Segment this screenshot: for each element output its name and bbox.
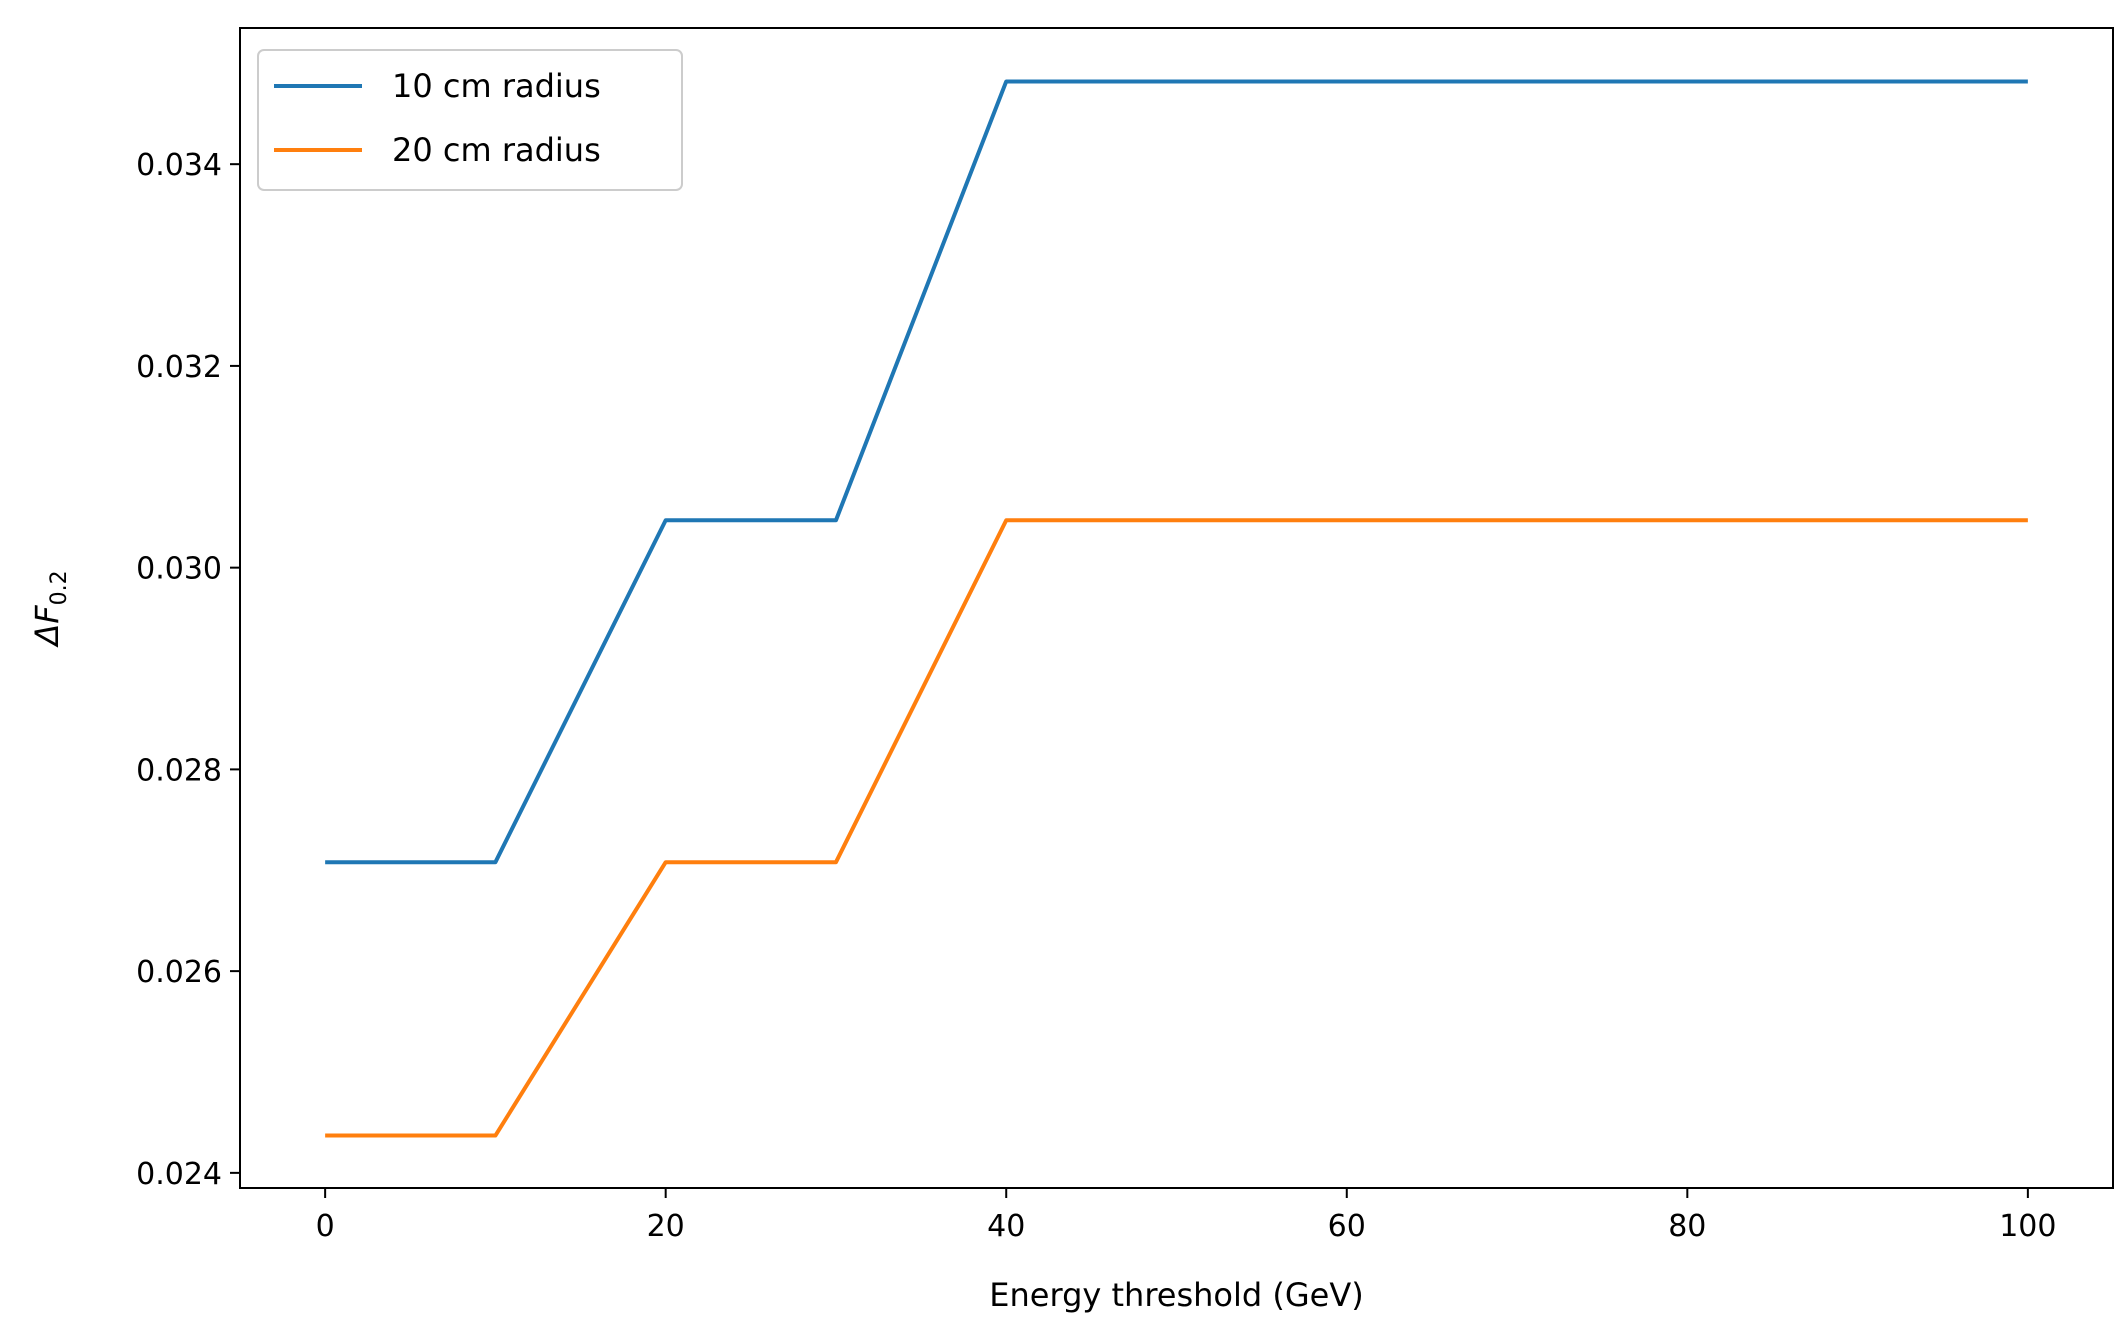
y-tick-label: 0.030 <box>136 552 222 587</box>
x-tick-label: 0 <box>316 1209 335 1244</box>
y-tick-label: 0.034 <box>136 148 222 183</box>
legend-box <box>257 49 683 191</box>
y-axis: 0.024 0.026 0.028 0.030 0.032 0.034 <box>136 148 240 1192</box>
y-tick-label: 0.026 <box>136 955 222 990</box>
x-tick-label: 40 <box>987 1209 1025 1244</box>
legend-label-1: 10 cm radius <box>392 67 601 105</box>
legend-label-2: 20 cm radius <box>392 131 601 169</box>
axes-frame <box>239 27 2114 1189</box>
plot-area <box>325 79 2028 1138</box>
y-tick-label: 0.032 <box>136 350 222 385</box>
series-line-1 <box>325 79 2028 865</box>
x-tick-label: 80 <box>1668 1209 1706 1244</box>
x-tick-label: 100 <box>1999 1209 2056 1244</box>
y-axis-label: ΔF0.2 <box>28 570 72 648</box>
legend: 10 cm radius 20 cm radius <box>257 49 683 191</box>
x-axis-label: Energy threshold (GeV) <box>989 1276 1363 1314</box>
y-axis-label-symbol: ΔF <box>28 605 66 649</box>
series-line-2 <box>325 518 2028 1138</box>
y-tick-label: 0.028 <box>136 753 222 788</box>
y-tick-label: 0.024 <box>136 1157 222 1192</box>
y-axis-label-subscript: 0.2 <box>47 570 72 605</box>
x-tick-label: 60 <box>1328 1209 1366 1244</box>
x-tick-label: 20 <box>647 1209 685 1244</box>
x-axis: 0 20 40 60 80 100 <box>316 1188 2056 1244</box>
